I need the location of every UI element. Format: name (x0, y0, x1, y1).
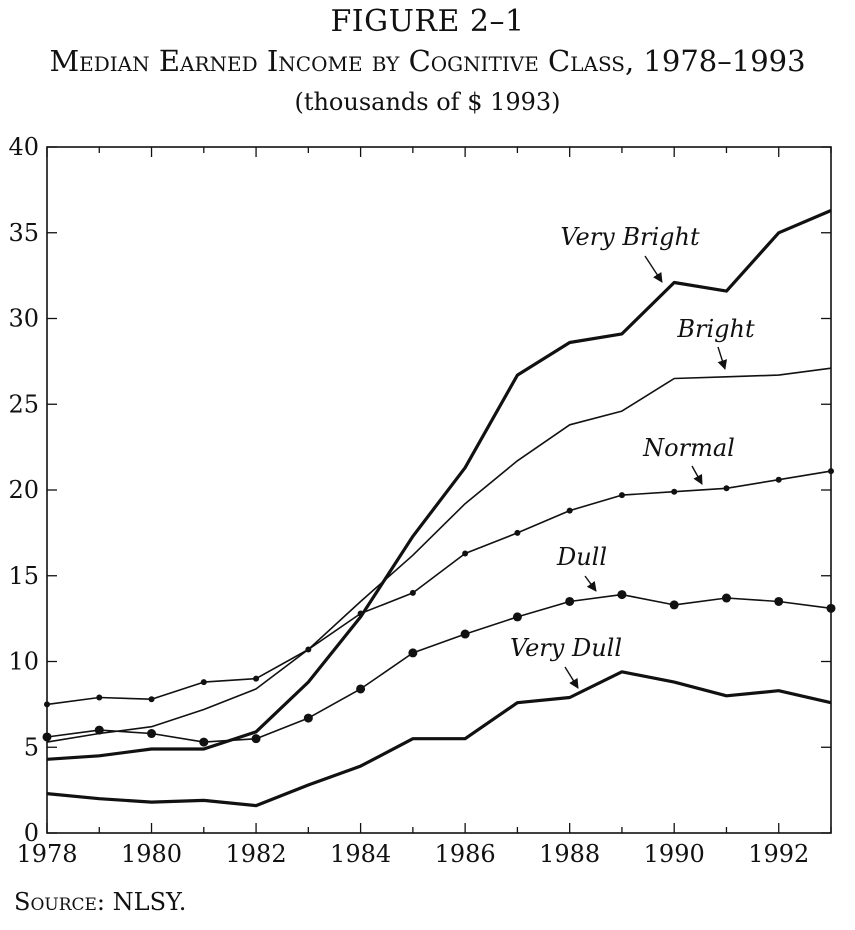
data-point-dull (617, 590, 627, 600)
label-arrow-normal (691, 465, 703, 485)
data-point-normal (828, 468, 834, 475)
series-labels: Very Bright Bright Normal Dull Very Dull (510, 223, 755, 689)
data-point-normal (566, 507, 573, 514)
y-tick-label: 35 (8, 219, 39, 247)
chart-subtitle: (thousands of $ 1993) (294, 88, 561, 116)
y-tick-label: 0 (24, 819, 39, 847)
series-line-bright (46, 367, 832, 743)
x-tick-label: 1986 (435, 840, 496, 868)
series-label-very-bright: Very Bright (560, 223, 700, 251)
data-point-dull (774, 596, 784, 606)
source-note: Source: NLSY. (14, 888, 187, 916)
data-point-normal (671, 488, 678, 495)
series-label-very-dull: Very Dull (510, 634, 622, 662)
series-line-very-dull (46, 670, 832, 808)
x-tick-label: 1988 (539, 840, 600, 868)
series-line-dull (46, 593, 832, 743)
x-tick-label: 1984 (330, 840, 391, 868)
y-tick-label: 20 (8, 476, 39, 504)
x-tick-label: 1978 (16, 840, 77, 868)
data-point-normal (723, 485, 730, 492)
label-arrow-very-bright (644, 255, 663, 283)
y-tick-label: 10 (8, 648, 39, 676)
series-label-dull: Dull (556, 543, 607, 571)
label-arrow-very-dull (564, 666, 579, 689)
data-point-dull (303, 713, 313, 723)
y-tick-label: 25 (8, 390, 39, 418)
data-point-normal (357, 610, 364, 617)
data-point-dull (826, 603, 836, 613)
data-point-dull (356, 684, 366, 694)
plot-frame (46, 146, 832, 834)
data-point-normal (775, 476, 782, 483)
data-point-normal (462, 550, 469, 557)
series-line-very-bright (46, 209, 832, 761)
data-point-dull (408, 648, 418, 658)
data-point-normal (148, 696, 155, 703)
data-point-normal (253, 675, 260, 682)
data-point-dull (512, 612, 522, 622)
series-lines (42, 209, 836, 808)
y-tick-label: 15 (8, 562, 39, 590)
data-point-normal (618, 492, 625, 499)
label-arrow-dull (584, 575, 597, 592)
x-tick-label: 1982 (226, 840, 287, 868)
y-tick-label: 30 (8, 305, 39, 333)
y-tick-label: 5 (24, 733, 39, 761)
axis-ticks: 1978 1980 1982 1984 1986 1988 1990 1992 0 5 10 15 20… (8, 133, 832, 868)
data-point-normal (200, 679, 207, 686)
data-point-normal (514, 529, 521, 536)
data-point-dull (251, 734, 261, 744)
data-point-dull (199, 737, 209, 747)
x-tick-label: 1980 (121, 840, 182, 868)
series-line-normal (46, 470, 832, 706)
data-point-normal (305, 646, 312, 653)
data-point-dull (721, 593, 731, 603)
data-point-dull (42, 732, 52, 742)
data-point-dull (565, 596, 575, 606)
data-point-dull (669, 600, 679, 610)
data-point-dull (147, 729, 157, 739)
chart-title: Median Earned Income by Cognitive Class,… (49, 44, 806, 78)
data-point-dull (94, 725, 104, 735)
x-tick-label: 1990 (644, 840, 705, 868)
figure-label: FIGURE 2–1 (330, 4, 525, 39)
data-point-dull (460, 629, 470, 639)
label-arrow-bright (717, 346, 727, 370)
x-tick-label: 1992 (748, 840, 809, 868)
y-tick-label: 40 (8, 133, 39, 161)
series-label-bright: Bright (676, 315, 755, 343)
data-point-normal (44, 701, 50, 708)
series-label-normal: Normal (642, 434, 735, 462)
data-point-normal (96, 694, 103, 701)
data-point-normal (409, 589, 416, 596)
